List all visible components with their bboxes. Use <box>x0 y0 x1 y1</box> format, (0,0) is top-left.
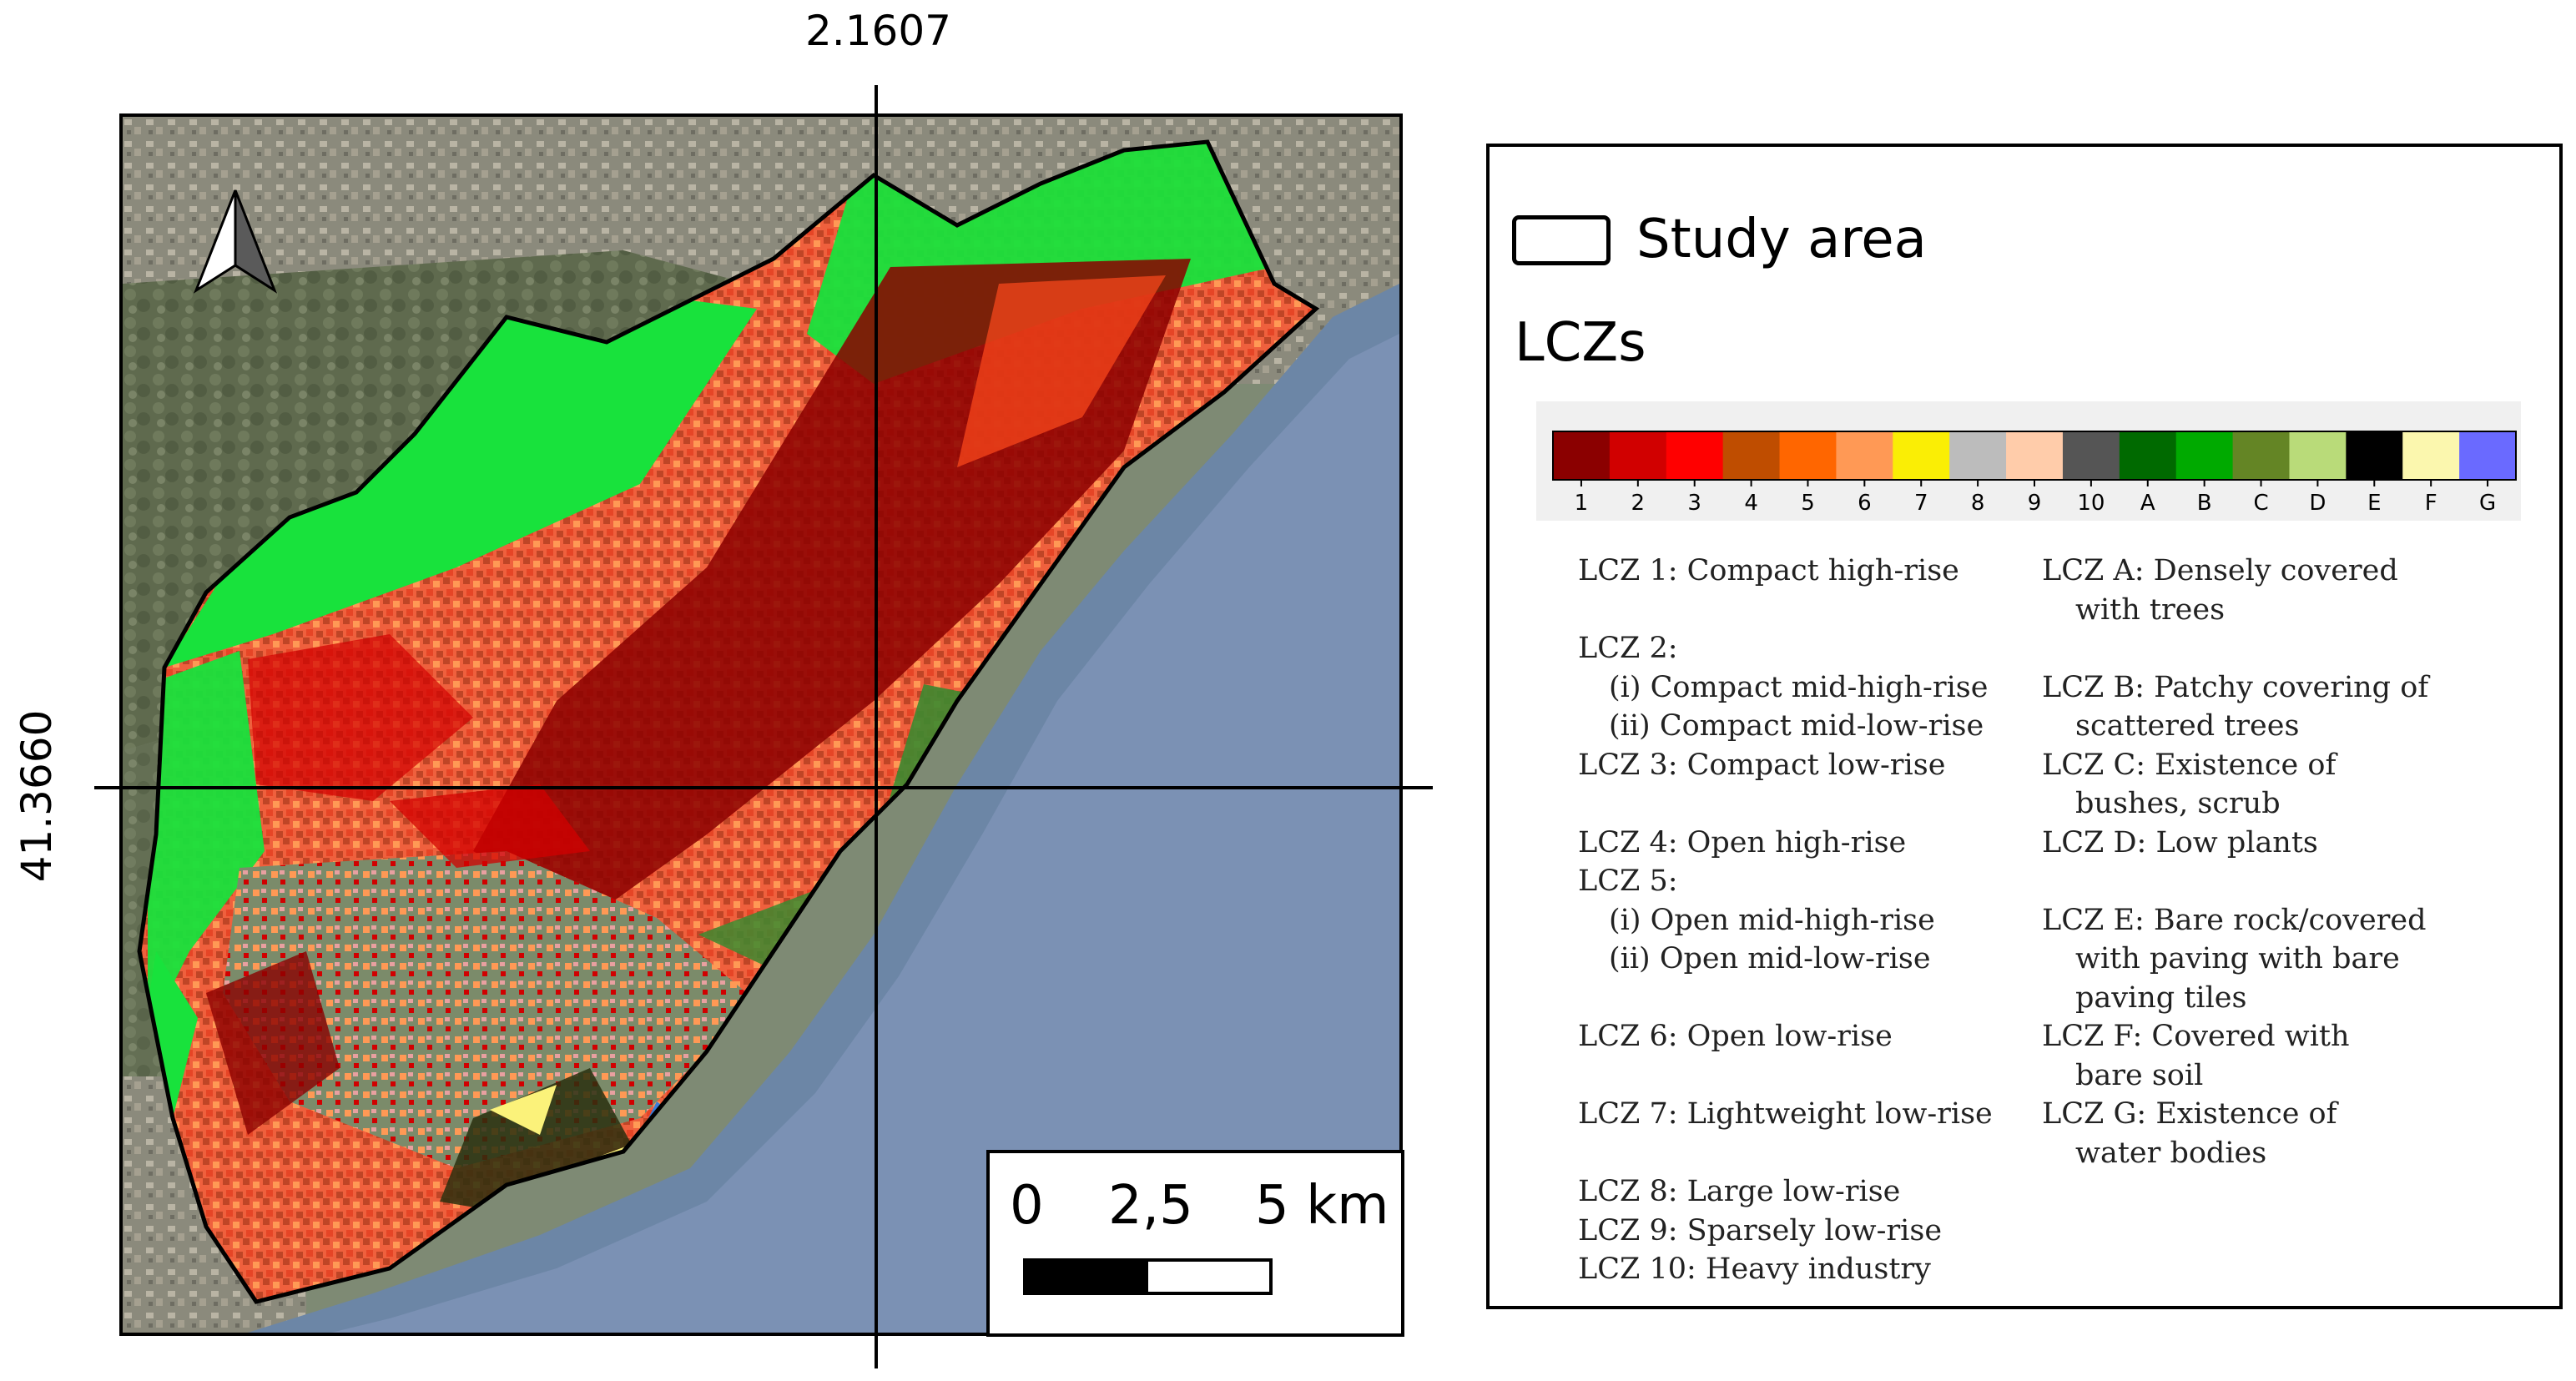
colorbar-swatch-5 <box>1779 431 1837 480</box>
colorbar-tick-label: D <box>2309 491 2326 516</box>
colorbar-tick-label: 10 <box>2077 491 2105 516</box>
latitude-label: 41.3660 <box>13 709 61 883</box>
scale-label-end: 5 km <box>1255 1175 1389 1237</box>
colorbar-tick-label: 1 <box>1575 491 1589 516</box>
longitude-grid-line <box>875 85 878 1368</box>
colorbar-swatch-a <box>2119 431 2177 480</box>
colorbar-tick-label: 8 <box>1971 491 1985 516</box>
lcz-description-line: paving tiles <box>2075 980 2247 1015</box>
colorbar-tick-label: C <box>2253 491 2268 516</box>
colorbar-tick-label: F <box>2425 491 2437 516</box>
lcz-description-line: with trees <box>2075 592 2226 627</box>
lcz-description-line: LCZ B: Patchy covering of <box>2042 670 2429 704</box>
latitude-grid-line <box>94 786 1433 789</box>
lcz-description-line: LCZ G: Existence of <box>2042 1097 2337 1131</box>
colorbar-swatch-b <box>2175 431 2234 480</box>
lcz-description-line: LCZ E: Bare rock/covered <box>2042 903 2427 937</box>
colorbar-swatch-10 <box>2062 431 2120 480</box>
map-legend: Study area LCZs 1 2 3 4 5 6 7 8 9 10 A B C D E F G LCZ 1… <box>1486 144 2563 1309</box>
study-area-swatch <box>1512 215 1611 265</box>
lcz-mixed-south <box>223 851 757 1168</box>
lcz-description-line: LCZ 4: Open high-rise <box>1578 825 1907 859</box>
lcz-description-line: (i) Open mid-high-rise <box>1609 903 1935 937</box>
sea-deep <box>331 334 1399 1333</box>
lcz-description-line: LCZ 1: Compact high-rise <box>1578 554 1959 587</box>
colorbar-svg: 1 2 3 4 5 6 7 8 9 10 A B C D E F G <box>1552 431 2517 516</box>
scale-label-mid: 2,5 <box>1108 1175 1193 1237</box>
lcz-description-line: scattered trees <box>2075 709 2300 743</box>
lcz-description-line: with paving with bare <box>2075 942 2400 975</box>
study-area-label: Study area <box>1636 209 1927 270</box>
lcz-description-line: bushes, scrub <box>2075 787 2281 820</box>
colorbar-swatch-7 <box>1893 431 1950 480</box>
lcz-description-line: (ii) Open mid-low-rise <box>1609 942 1931 975</box>
colorbar-swatch-8 <box>1949 431 2007 480</box>
colorbar-tick-label: 4 <box>1744 491 1758 516</box>
scale-label-start: 0 <box>1010 1175 1044 1237</box>
lcz-b-collserola <box>164 284 757 668</box>
scale-bar: 0 2,5 5 km <box>986 1150 1404 1337</box>
colorbar-swatch-3 <box>1666 431 1724 480</box>
lcz-description-line: LCZ F: Covered with <box>2042 1020 2350 1053</box>
colorbar-swatch-1 <box>1553 431 1611 480</box>
colorbar-tick-label: 6 <box>1858 491 1872 516</box>
scale-segment-black <box>1023 1258 1148 1295</box>
study-area-boundary <box>137 139 1320 1304</box>
colorbar-tick-label: 5 <box>1801 491 1815 516</box>
lcz-description-line: LCZ 6: Open low-rise <box>1578 1020 1893 1053</box>
colorbar-swatch-4 <box>1722 431 1781 480</box>
map-view[interactable] <box>119 113 1403 1336</box>
colorbar-swatch-2 <box>1609 431 1667 480</box>
colorbar-swatch-e <box>2346 431 2403 480</box>
lcz-description-line: LCZ 3: Compact low-rise <box>1578 748 1946 782</box>
lcz-description-line: LCZ 10: Heavy industry <box>1578 1252 1931 1286</box>
lcz-description-line: LCZ 2: <box>1578 632 1678 665</box>
lcz-description-line: bare soil <box>2075 1058 2204 1092</box>
colorbar-swatch-g <box>2459 431 2517 480</box>
lcz-descriptions-left: LCZ 1: Compact high-rise LCZ 2: (i) Compac… <box>1578 552 1993 1289</box>
lcz-description-line: LCZ A: Densely covered <box>2042 554 2398 587</box>
lczs-title: LCZs <box>1515 312 1646 374</box>
colorbar-tick-label: A <box>2140 491 2155 516</box>
lcz-description-line: LCZ 8: Large low-rise <box>1578 1175 1901 1208</box>
colorbar-tick-label: 2 <box>1631 491 1646 516</box>
colorbar-tick-label: 3 <box>1687 491 1701 516</box>
lcz-description-line: LCZ C: Existence of <box>2042 748 2337 782</box>
lcz-description-line: LCZ D: Low plants <box>2042 825 2318 859</box>
colorbar-tick-label: G <box>2479 491 2496 516</box>
colorbar-swatch-d <box>2289 431 2347 480</box>
lcz-descriptions-right: LCZ A: Densely covered with trees LCZ B: P… <box>2042 552 2428 1172</box>
scale-segment-white <box>1145 1258 1273 1295</box>
colorbar-border <box>1552 431 2517 481</box>
colorbar-tick-label: E <box>2367 491 2381 516</box>
colorbar-tick-label: B <box>2197 491 2212 516</box>
lcz-description-line: LCZ 7: Lightweight low-rise <box>1578 1097 1993 1131</box>
colorbar-swatch-9 <box>2006 431 2064 480</box>
colorbar-swatch-f <box>2402 431 2460 480</box>
colorbar-tick-label: 7 <box>1914 491 1928 516</box>
colorbar-swatch-c <box>2232 431 2290 480</box>
lcz-description-line: (i) Compact mid-high-rise <box>1609 670 1989 704</box>
lcz-description-line: LCZ 5: <box>1578 864 1678 898</box>
lcz-description-line: water bodies <box>2075 1136 2267 1170</box>
lcz-description-line: (ii) Compact mid-low-rise <box>1609 709 1984 743</box>
lcz-colorbar: 1 2 3 4 5 6 7 8 9 10 A B C D E F G <box>1536 401 2521 521</box>
north-arrow-icon <box>193 189 278 294</box>
colorbar-tick-label: 9 <box>2028 491 2042 516</box>
longitude-label: 2.1607 <box>805 7 951 55</box>
colorbar-swatch-6 <box>1836 431 1893 480</box>
lcz-description-line: LCZ 9: Sparsely low-rise <box>1578 1213 1943 1247</box>
map-canvas <box>123 117 1399 1333</box>
